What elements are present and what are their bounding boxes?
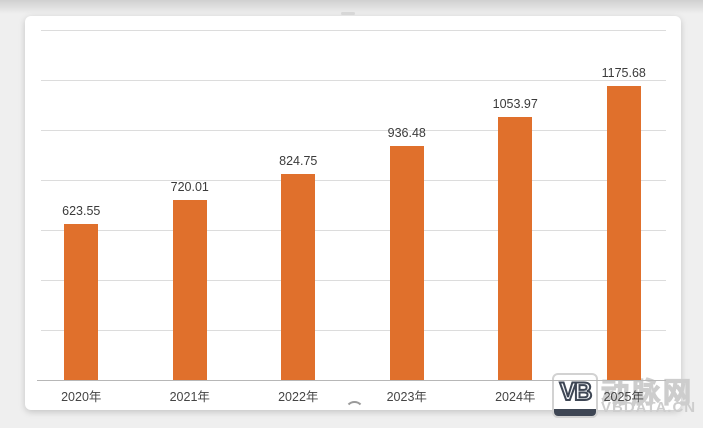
x-axis-label: 2024年 [495, 390, 536, 404]
cropped-circle-mark [345, 401, 364, 420]
grid-layer [27, 30, 678, 380]
bar [606, 86, 641, 380]
bar [389, 145, 424, 380]
bar-column: 623.55 [27, 30, 136, 380]
x-axis-label: 2020年 [61, 390, 102, 404]
bar-column: 720.01 [136, 30, 245, 380]
top-gradient-band [0, 0, 703, 14]
x-axis-labels: 2020年 2021年 2022年 2023年 2024年 2025年 [27, 386, 678, 405]
bars-layer: 623.55 720.01 824.75 936.48 1053.97 1175.68 [27, 30, 678, 380]
x-axis-line [37, 380, 666, 381]
bar [64, 224, 99, 380]
bar-value-label: 824.75 [279, 153, 318, 168]
x-axis-label: 2022年 [278, 390, 319, 404]
grid-line [41, 80, 666, 81]
bar-column: 824.75 [244, 30, 353, 380]
watermark-domain: VBDATA.CN [601, 399, 697, 416]
x-axis-label: 2021年 [169, 390, 210, 404]
bar-column: 1175.68 [570, 30, 679, 380]
grid-line [41, 180, 666, 181]
bar-column: 1053.97 [461, 30, 570, 380]
bar-chart: 623.55 720.01 824.75 936.48 1053.97 1175.68 [27, 30, 678, 381]
grid-line [41, 330, 666, 331]
grid-line [41, 30, 666, 31]
bar-column: 936.48 [353, 30, 462, 380]
bar [281, 173, 316, 380]
grid-line [41, 130, 666, 131]
bar-value-label: 623.55 [62, 204, 101, 219]
bar-value-label: 936.48 [387, 125, 426, 140]
x-axis-label: 2025年 [603, 390, 644, 404]
watermark-logo-bar [554, 409, 596, 416]
chart-card [25, 16, 681, 410]
x-axis-label: 2023年 [386, 390, 427, 404]
bar-value-label: 720.01 [170, 180, 209, 194]
bar-value-label: 1053.97 [492, 96, 538, 111]
watermark-site-name: 动脉网 [600, 376, 695, 408]
grid-line [41, 230, 666, 231]
watermark-logo-letters: VB [559, 378, 594, 406]
cropped-title-fragment [341, 12, 355, 15]
grid-line [41, 280, 666, 281]
bar-value-label: 1175.68 [601, 66, 646, 81]
bar [172, 200, 207, 380]
bar [498, 116, 533, 380]
